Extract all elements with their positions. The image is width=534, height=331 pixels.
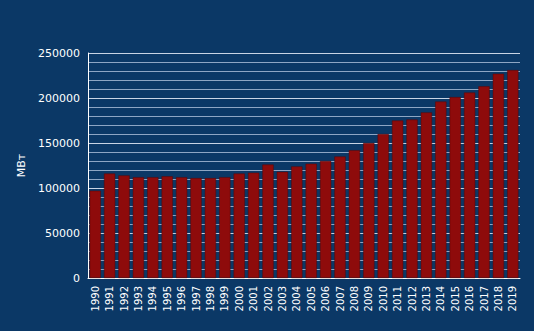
svg-text:1998: 1998 xyxy=(205,286,216,311)
svg-text:2010: 2010 xyxy=(378,286,389,311)
svg-text:2007: 2007 xyxy=(335,286,346,311)
svg-text:250000: 250000 xyxy=(38,47,80,60)
svg-text:2019: 2019 xyxy=(507,286,518,311)
svg-text:2001: 2001 xyxy=(248,286,259,311)
svg-text:1990: 1990 xyxy=(90,286,101,311)
svg-text:1995: 1995 xyxy=(162,286,173,311)
svg-text:МВт: МВт xyxy=(15,153,28,177)
svg-text:1999: 1999 xyxy=(219,286,230,311)
svg-text:1992: 1992 xyxy=(119,286,130,311)
svg-text:2012: 2012 xyxy=(407,286,418,311)
svg-text:2011: 2011 xyxy=(392,286,403,311)
svg-text:100000: 100000 xyxy=(38,182,80,195)
svg-text:1994: 1994 xyxy=(147,286,158,311)
svg-text:150000: 150000 xyxy=(38,137,80,150)
svg-text:2000: 2000 xyxy=(234,286,245,311)
svg-text:1993: 1993 xyxy=(133,286,144,311)
svg-text:2008: 2008 xyxy=(349,286,360,311)
svg-text:50000: 50000 xyxy=(45,227,80,240)
svg-text:2013: 2013 xyxy=(421,286,432,311)
svg-text:2004: 2004 xyxy=(291,286,302,311)
svg-text:2003: 2003 xyxy=(277,286,288,311)
svg-text:2009: 2009 xyxy=(363,286,374,311)
svg-text:2015: 2015 xyxy=(450,286,461,311)
svg-text:0: 0 xyxy=(73,272,80,285)
svg-text:2014: 2014 xyxy=(435,286,446,311)
svg-text:200000: 200000 xyxy=(38,92,80,105)
svg-text:2016: 2016 xyxy=(464,286,475,311)
svg-text:2006: 2006 xyxy=(320,286,331,311)
svg-text:1997: 1997 xyxy=(191,286,202,311)
svg-text:1996: 1996 xyxy=(176,286,187,311)
svg-text:2017: 2017 xyxy=(479,286,490,311)
svg-text:2002: 2002 xyxy=(263,286,274,311)
svg-text:2005: 2005 xyxy=(306,286,317,311)
svg-text:1991: 1991 xyxy=(104,286,115,311)
svg-text:2018: 2018 xyxy=(493,286,504,311)
